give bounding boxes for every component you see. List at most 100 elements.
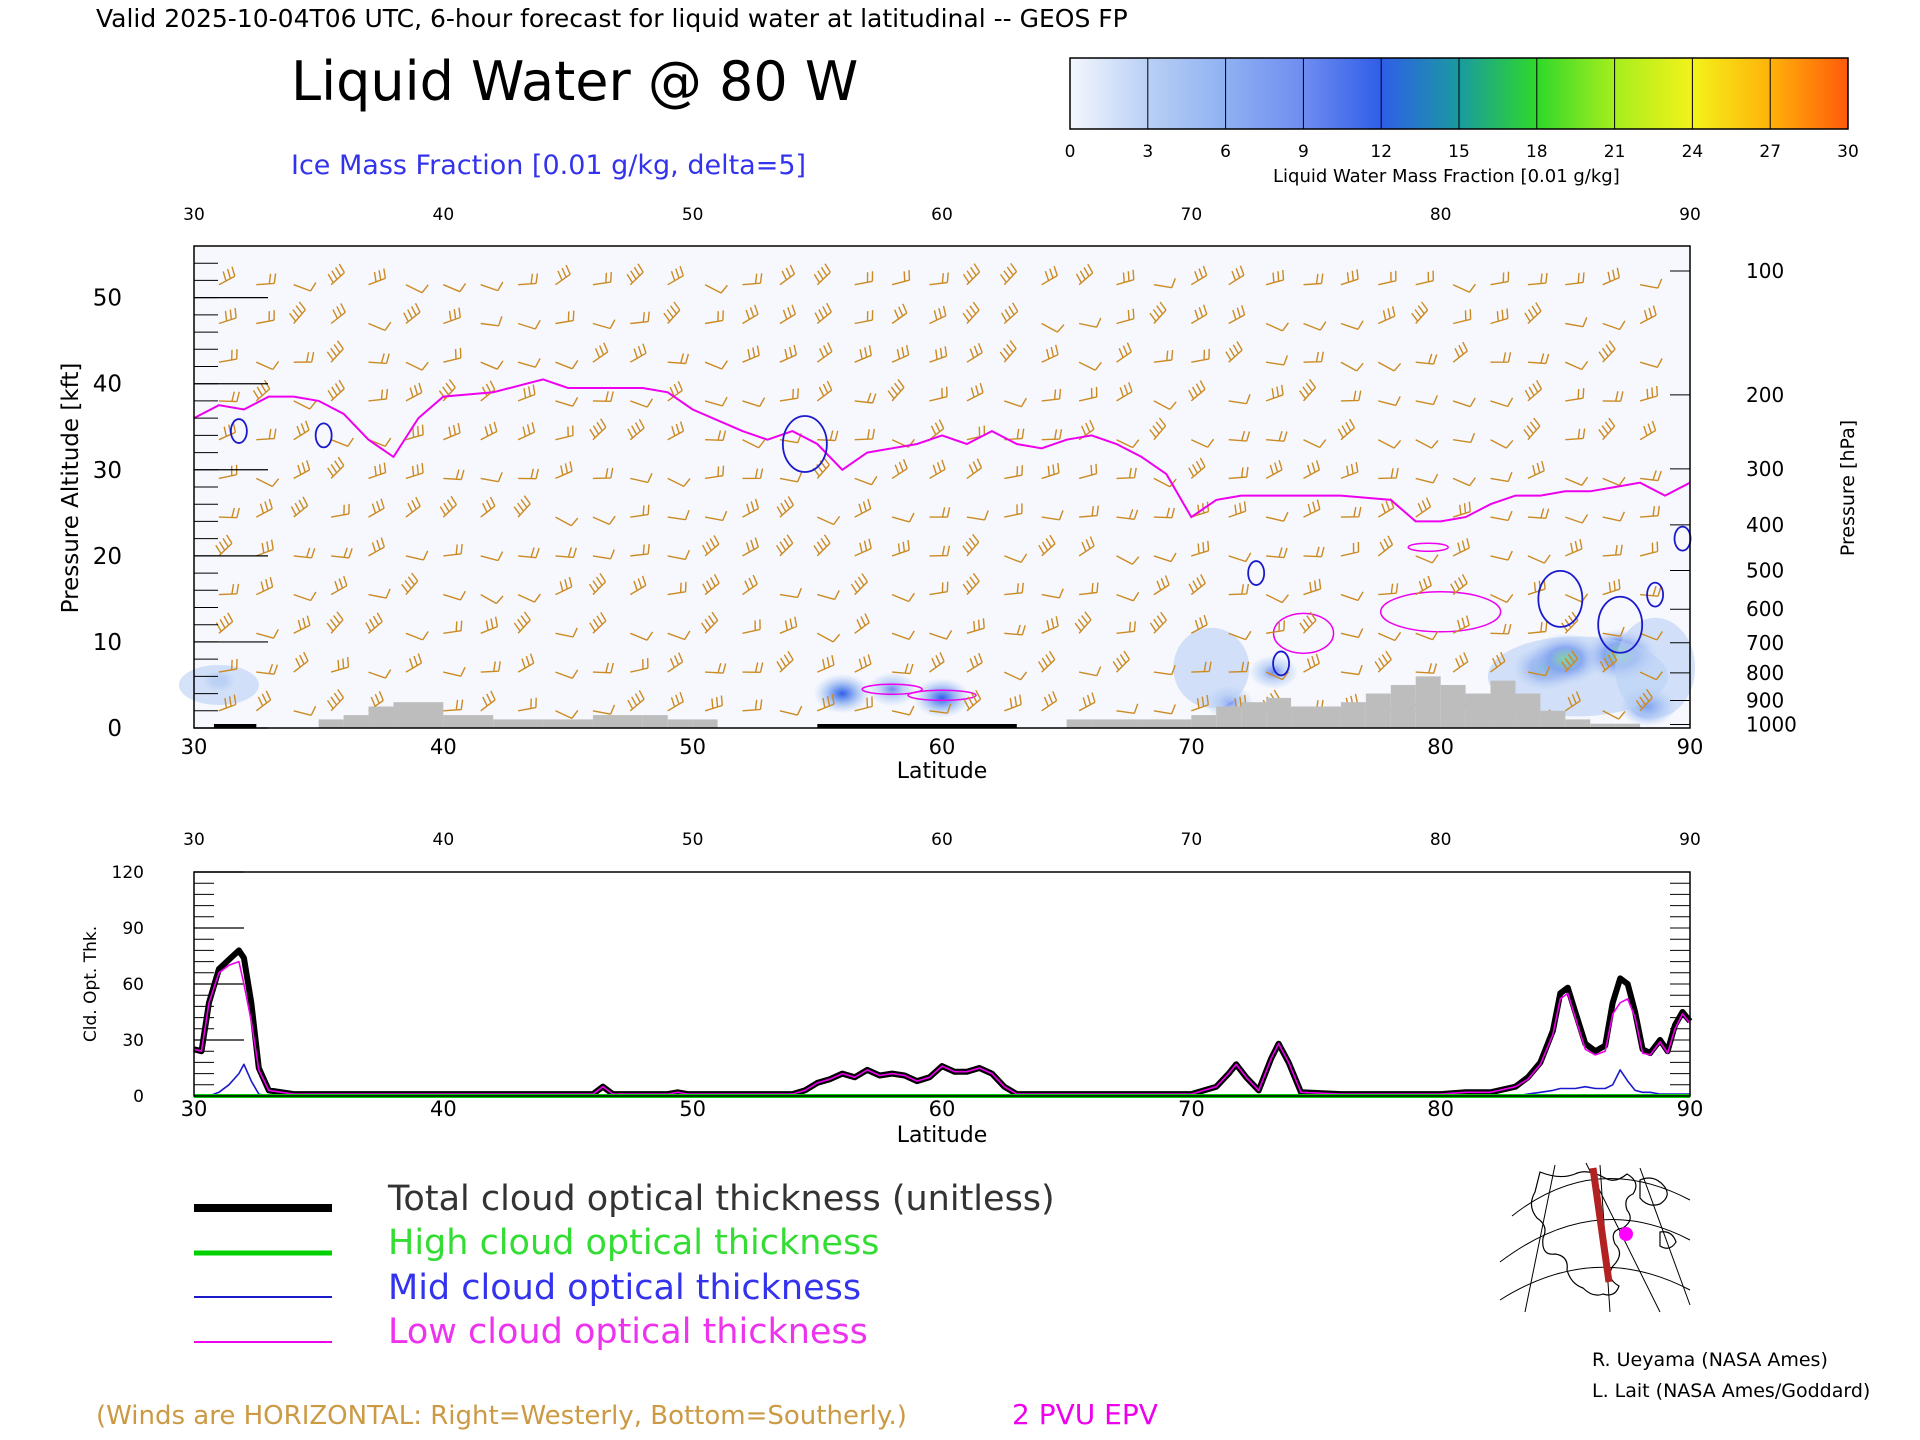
wind-barb (1602, 710, 1626, 720)
top-y-tick-label: 30 (93, 458, 122, 484)
epv-2pvu-line (193, 378, 1691, 523)
wind-barb (1527, 579, 1546, 596)
wind-barb (1602, 626, 1625, 637)
wind-barb (704, 310, 724, 325)
wind-barb (443, 283, 467, 293)
wind-barb (705, 663, 727, 674)
wind-barb (330, 437, 354, 447)
wind-barb (1639, 278, 1663, 289)
wind-barb (480, 616, 499, 634)
wind-barb (331, 547, 353, 559)
epv-label: 2 PVU EPV (1012, 1398, 1158, 1431)
wind-barb (256, 629, 279, 639)
wind-barb (1377, 498, 1395, 518)
wind-barb (256, 539, 274, 557)
terrain-bar (368, 706, 394, 728)
wind-barb (368, 321, 392, 332)
wind-barb (742, 304, 759, 325)
wind-barb (854, 428, 875, 441)
wind-barb (701, 535, 720, 557)
cloud-optical-thickness-chart: 30 30 40 40 50 50 60 60 70 70 80 80 90 90 0 30 60 90 120 C… (81, 830, 1703, 1148)
wind-barb (779, 705, 803, 716)
pressure-tick-label: 500 (1746, 558, 1784, 582)
wind-barb (1452, 501, 1471, 518)
wind-barb (929, 346, 948, 363)
wind-barb (1598, 417, 1616, 441)
wind-barb (816, 342, 833, 363)
wind-barb (256, 428, 277, 441)
wind-barb (405, 361, 429, 371)
wind-barb (1153, 278, 1176, 289)
wind-barb (1490, 308, 1509, 325)
wind-barb (480, 661, 501, 673)
wind-barb (1078, 463, 1098, 480)
wind-barb (742, 662, 764, 673)
liquid-water-blob (867, 672, 917, 707)
wind-barb (1640, 505, 1660, 518)
wind-barb (1378, 396, 1401, 407)
wind-barb (330, 503, 350, 518)
wind-barb (630, 398, 654, 408)
wind-barb (215, 612, 234, 634)
wind-barb (1041, 616, 1059, 634)
wind-barb (592, 272, 612, 286)
wind-barb (1415, 554, 1439, 564)
wind-barb (513, 611, 531, 634)
wind-barb (255, 690, 272, 712)
legend-label-low: Low cloud optical thickness (388, 1312, 868, 1352)
wind-barb (1038, 650, 1056, 673)
wind-barb (929, 305, 947, 325)
wind-barb (1228, 501, 1247, 518)
wind-barb (630, 473, 653, 484)
ice-subtitle: Ice Mass Fraction [0.01 g/kg, delta=5] (291, 150, 806, 181)
wind-barb (817, 590, 840, 601)
wind-barb (1299, 378, 1317, 402)
wind-barb (588, 573, 607, 596)
wind-barb (1527, 621, 1548, 634)
wind-barb (1411, 301, 1429, 324)
terrain-bar (1340, 702, 1366, 728)
wind-barb (1153, 477, 1177, 488)
colorbar-tick-label: 12 (1370, 142, 1392, 162)
wind-barb (218, 308, 237, 325)
wind-barb (592, 391, 614, 402)
bottom-y-tick-label: 60 (122, 975, 144, 995)
wind-barb (1116, 703, 1139, 714)
wind-barb (1565, 538, 1583, 557)
wind-barb (1340, 361, 1364, 372)
wind-barb (1303, 351, 1324, 363)
wind-barb (742, 699, 763, 712)
wind-barb (1116, 591, 1140, 602)
wind-barb (518, 468, 539, 480)
wind-barb (1004, 694, 1022, 712)
wind-barb (1598, 340, 1616, 363)
wind-barb (667, 549, 690, 561)
map-cross-section-line (1589, 1167, 1613, 1283)
wind-barb (1415, 353, 1438, 365)
wind-barb (1004, 397, 1028, 408)
wind-barb (1450, 573, 1468, 596)
wind-barb (1191, 540, 1210, 557)
wind-barb (626, 263, 644, 286)
wind-barb (218, 694, 237, 712)
wind-barb (1602, 267, 1620, 286)
wind-barb (218, 349, 238, 363)
wind-barb (627, 418, 645, 441)
wind-barb (1116, 269, 1135, 286)
bottom-x-tick-label: 90 (1677, 1097, 1704, 1121)
wind-barb (327, 263, 346, 286)
wind-barb (929, 272, 949, 286)
terrain-bar (1540, 710, 1566, 728)
wind-barb (891, 303, 908, 325)
wind-barb (443, 620, 463, 634)
wind-barb (443, 543, 463, 557)
terrain-bar (493, 719, 544, 728)
wind-barb (330, 575, 348, 596)
wind-barb (854, 310, 874, 325)
bottom-y-axis-label: Cld. Opt. Thk. (81, 926, 101, 1042)
wind-barb (1265, 671, 1289, 681)
wind-barb (443, 666, 466, 677)
top-plot-background (194, 246, 1690, 728)
wind-barb (1340, 664, 1363, 676)
colorbar-tick-label: 30 (1837, 142, 1859, 162)
